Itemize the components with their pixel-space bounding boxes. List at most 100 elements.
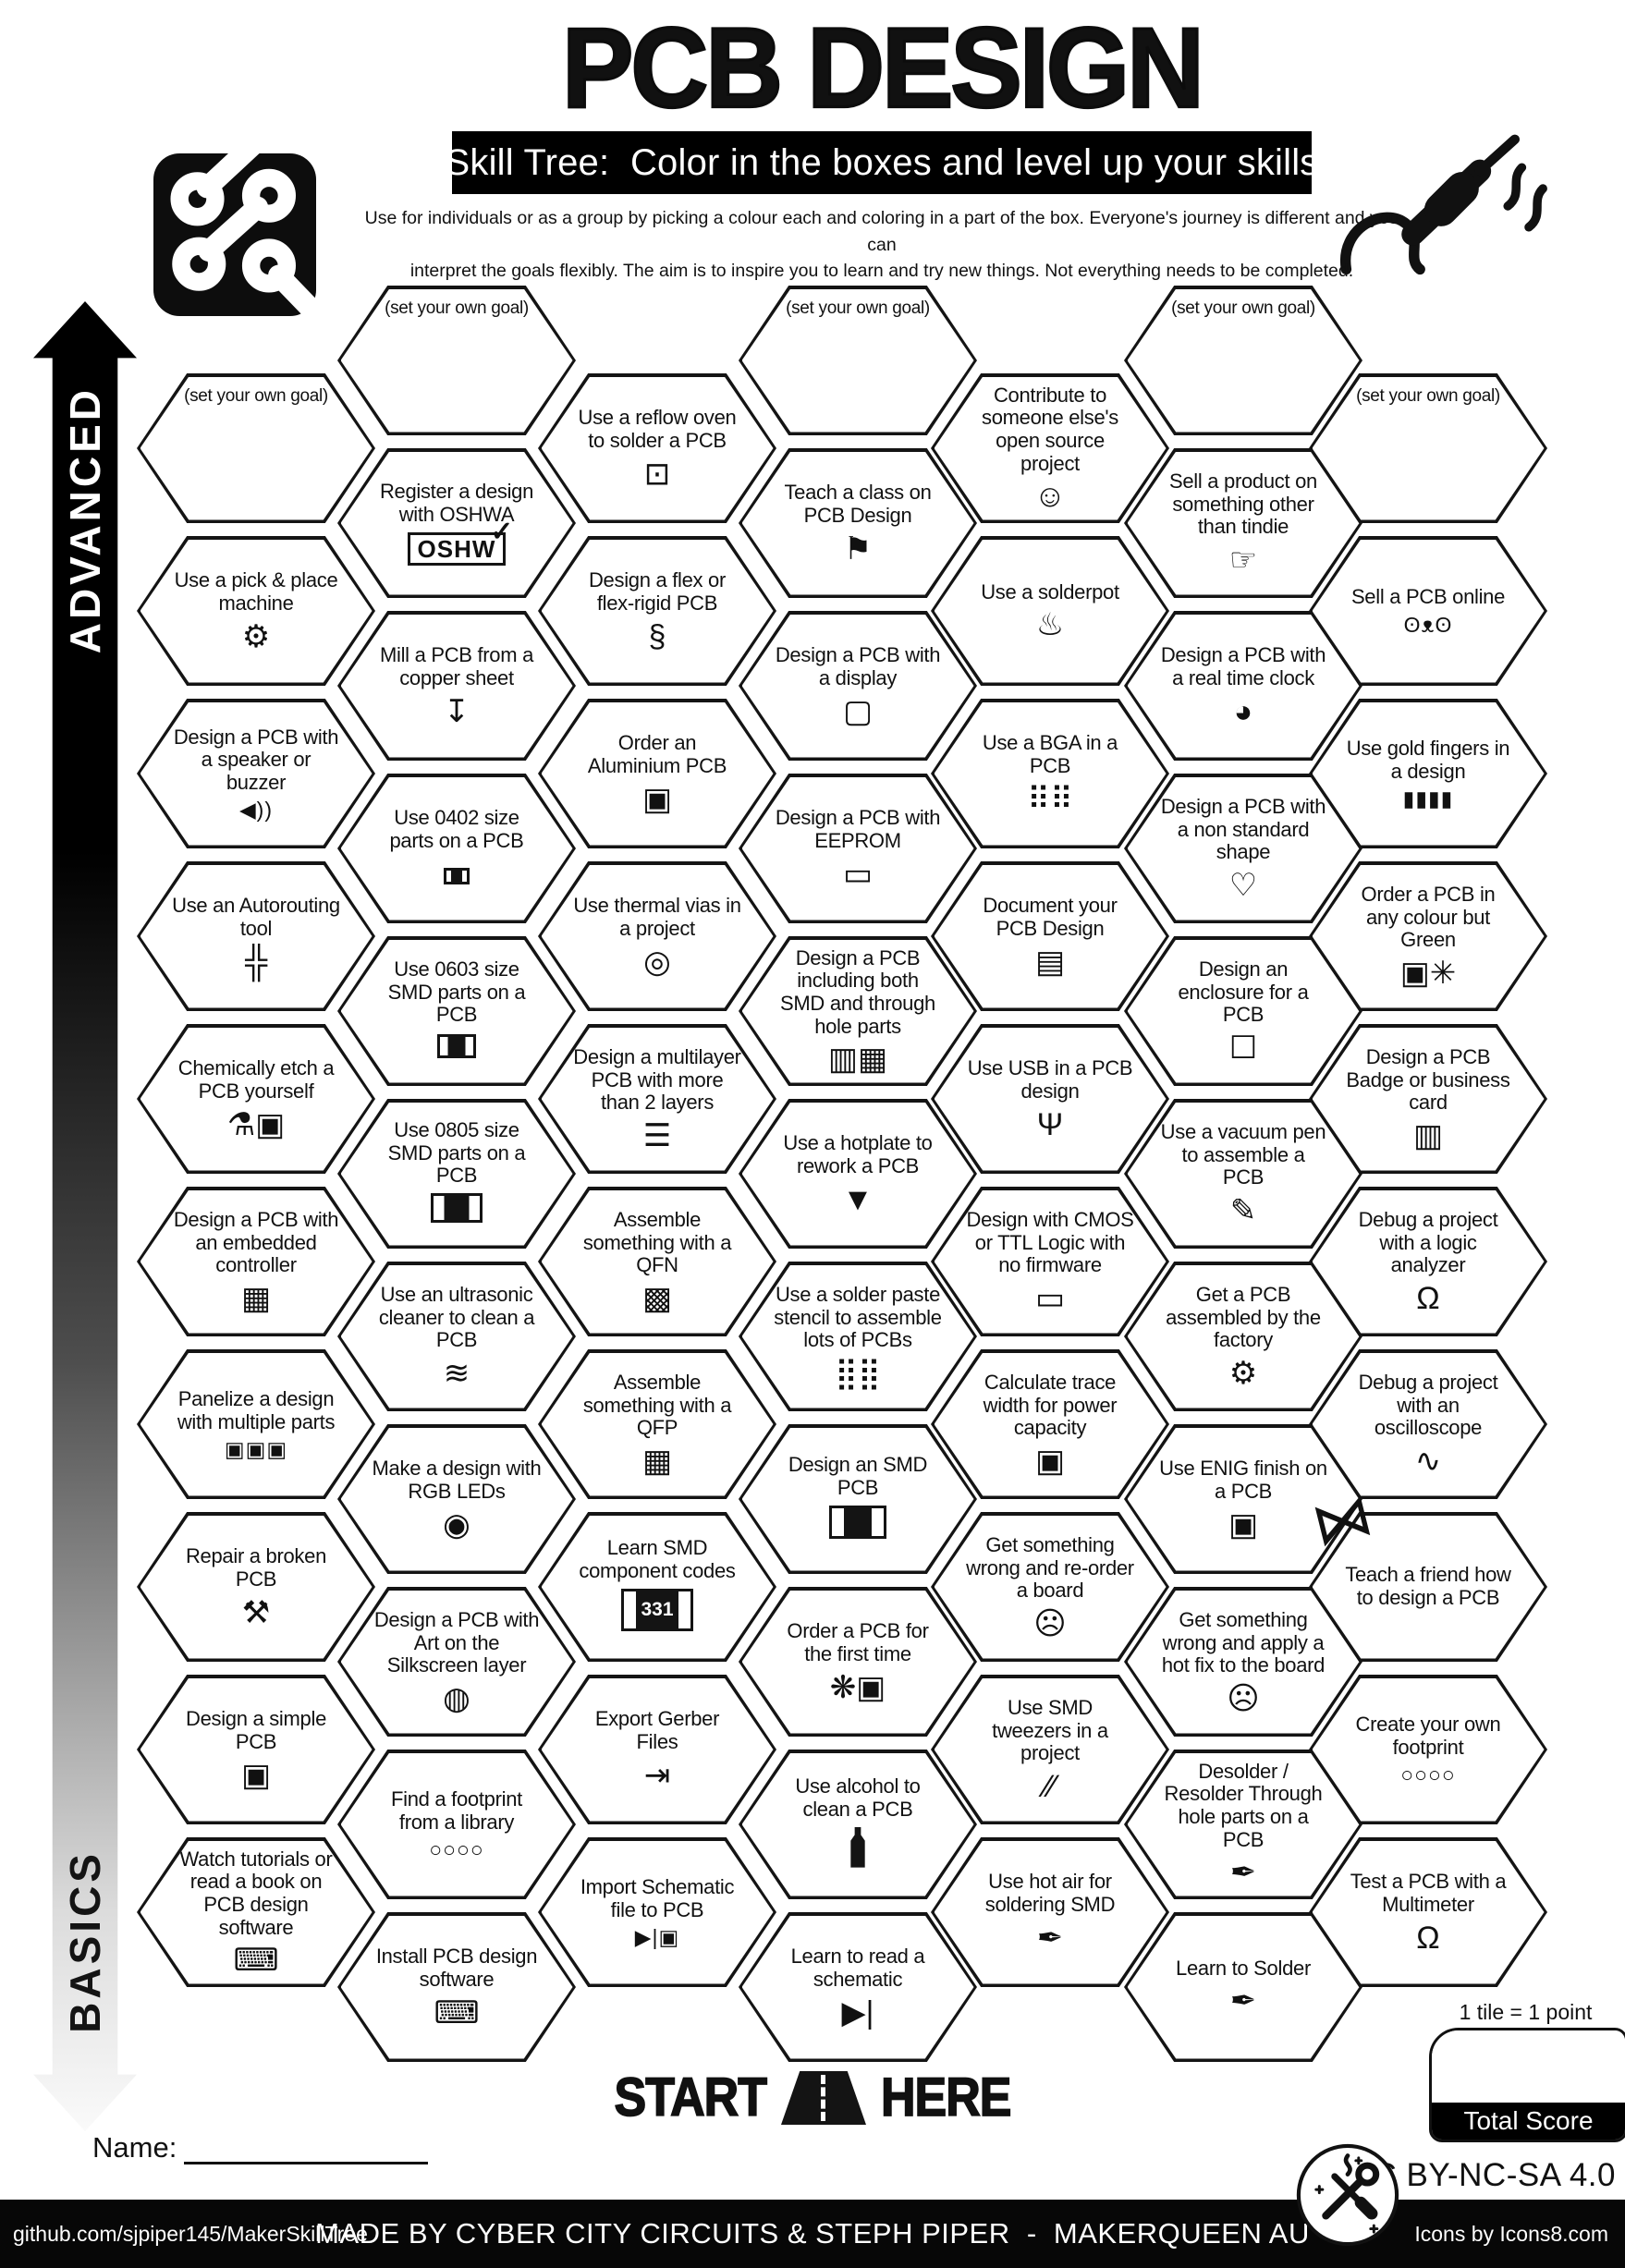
skill-hex-tile[interactable]: Get something wrong and apply a hot fix … [1124, 1587, 1362, 1737]
hex-body: Design an SMD PCB [741, 1427, 974, 1571]
hex-label: Use 0805 size SMD parts on a PCB [387, 1118, 526, 1188]
footer-icons-credit: Icons by Icons8.com [1414, 2221, 1608, 2246]
skill-hex-tile[interactable]: (set your own goal) [1124, 286, 1362, 435]
layers-icon: ☰ [642, 1117, 672, 1153]
soldering-iron-sketch [1339, 134, 1547, 275]
skill-hex-tile[interactable]: Design a PCB including both SMD and thro… [739, 936, 977, 1086]
skill-hex-tile[interactable]: Design a PCB with Art on the Silkscreen … [337, 1587, 576, 1737]
total-score-box[interactable]: Total Score [1429, 2028, 1625, 2142]
skill-hex-tile[interactable]: Use 0402 size parts on a PCB [337, 774, 576, 923]
skill-hex-tile[interactable]: Get a PCB assembled by the factory ⚙ [1124, 1262, 1362, 1411]
flask-pcb-icon: ⚗▣ [226, 1106, 286, 1142]
mixed-parts-icon: ▥▦ [827, 1042, 888, 1078]
skill-hex-tile[interactable]: Use SMD tweezers in a project ∕∕ [931, 1675, 1169, 1824]
skill-hex-tile[interactable]: Use a solder paste stencil to assemble l… [739, 1262, 977, 1411]
skill-hex-tile[interactable]: Use gold fingers in a design ▮▮▮▮ [1309, 699, 1547, 848]
hex-body: Get a PCB assembled by the factory ⚙ [1127, 1264, 1360, 1408]
skill-hex-tile[interactable]: Order an Aluminium PCB ▣ [538, 699, 776, 848]
total-score-label: Total Score [1432, 2103, 1625, 2140]
skill-hex-tile[interactable]: Learn SMD component codes 331 [538, 1512, 776, 1662]
skill-hex-tile[interactable]: Repair a broken PCB ⚒ [137, 1512, 375, 1662]
skill-hex-tile[interactable]: Document your PCB Design ▤ [931, 861, 1169, 1011]
skill-hex-tile[interactable]: Use 0603 size SMD parts on a PCB [337, 936, 576, 1086]
skill-hex-tile[interactable]: Panelize a design with multiple parts ▣▣… [137, 1349, 375, 1499]
skill-hex-tile[interactable]: Sell a PCB online ʘᴥʘ [1309, 536, 1547, 686]
skill-hex-tile[interactable]: Design a PCB with a display ▢ [739, 611, 977, 761]
skill-hex-tile[interactable]: Use an Autorouting tool ╬ [137, 861, 375, 1011]
skill-hex-tile[interactable]: Order a PCB in any colour but Green ▣✳ [1309, 861, 1547, 1011]
skill-hex-tile[interactable]: (set your own goal) [337, 286, 576, 435]
skill-hex-tile[interactable]: Order a PCB for the first time ❋▣ [739, 1587, 977, 1737]
name-label: Name: [92, 2131, 177, 2164]
skill-hex-tile[interactable]: Make a design with RGB LEDs ◉ [337, 1424, 576, 1574]
skill-hex-tile[interactable]: Design a multilayer PCB with more than 2… [538, 1024, 776, 1174]
skill-hex-tile[interactable]: Learn to read a schematic ▶| [739, 1912, 977, 2062]
hex-body: Document your PCB Design ▤ [934, 864, 1167, 1008]
skill-hex-tile[interactable]: Chemically etch a PCB yourself ⚗▣ [137, 1024, 375, 1174]
skill-hex-tile[interactable]: Use an ultrasonic cleaner to clean a PCB… [337, 1262, 576, 1411]
hex-label: (set your own goal) [184, 385, 328, 406]
hex-body: Teach a class on PCB Design ⚑ [741, 451, 974, 595]
skill-hex-tile[interactable]: Design a PCB with EEPROM ▭ [739, 774, 977, 923]
skill-hex-tile[interactable]: Use a BGA in a PCB ⠿⠿ [931, 699, 1169, 848]
skill-hex-tile[interactable]: Design a PCB with an embedded controller… [137, 1187, 375, 1336]
skill-hex-tile[interactable]: Calculate trace width for power capacity… [931, 1349, 1169, 1499]
skill-hex-tile[interactable]: Export Gerber Files ⇥ [538, 1675, 776, 1824]
skill-hex-tile[interactable]: Import Schematic file to PCB ▶|▣ [538, 1837, 776, 1987]
skill-hex-tile[interactable]: Use USB in a PCB design Ψ [931, 1024, 1169, 1174]
here-label: HERE [880, 2067, 1012, 2129]
skill-hex-tile[interactable]: Use 0805 size SMD parts on a PCB [337, 1099, 576, 1249]
skill-hex-tile[interactable]: (set your own goal) [739, 286, 977, 435]
skill-hex-tile[interactable]: Desolder / Resolder Through hole parts o… [1124, 1750, 1362, 1899]
skill-hex-tile[interactable]: Mill a PCB from a copper sheet ↧ [337, 611, 576, 761]
skill-hex-tile[interactable]: Teach a friend how to design a PCB [1309, 1512, 1547, 1662]
skill-hex-tile[interactable]: Assemble something with a QFN ▩ [538, 1187, 776, 1336]
score-write-area[interactable] [1432, 2030, 1625, 2103]
skill-hex-tile[interactable]: Find a footprint from a library ○○○○ [337, 1750, 576, 1899]
doc-icon: ▤ [1034, 944, 1066, 980]
skill-hex-tile[interactable]: Design a flex or flex-rigid PCB § [538, 536, 776, 686]
skill-hex-tile[interactable]: (set your own goal) [137, 373, 375, 523]
skill-hex-tile[interactable]: Use hot air for soldering SMD ✒ [931, 1837, 1169, 1987]
skill-hex-tile[interactable]: Assemble something with a QFP ▦ [538, 1349, 776, 1499]
skill-hex-tile[interactable]: Register a design with OSHWA OSHW ✓ [337, 448, 576, 598]
skill-hex-tile[interactable]: Use a solderpot ♨ [931, 536, 1169, 686]
hex-body: Get something wrong and re-order a board… [934, 1515, 1167, 1659]
skill-hex-tile[interactable]: Design with CMOS or TTL Logic with no fi… [931, 1187, 1169, 1336]
hex-body: (set your own goal) [1127, 288, 1360, 433]
skill-hex-tile[interactable]: Contribute to someone else's open source… [931, 373, 1169, 523]
skill-hex-tile[interactable]: Get something wrong and re-order a board… [931, 1512, 1169, 1662]
hex-label: Get a PCB assembled by the factory [1166, 1283, 1321, 1352]
footer-github-link[interactable]: github.com/sjpiper145/MakerSkillTree [13, 2221, 368, 2246]
skill-hex-tile[interactable]: Design a PCB with a speaker or buzzer ◀)… [137, 699, 375, 848]
skill-hex-tile[interactable]: Design a simple PCB ▣ [137, 1675, 375, 1824]
start-label: START [614, 2067, 768, 2129]
hex-body: Mill a PCB from a copper sheet ↧ [340, 614, 573, 758]
skill-hex-tile[interactable]: Debug a project with a logic analyzer Ω [1309, 1187, 1547, 1336]
skill-hex-tile[interactable]: Use a hotplate to rework a PCB ▼ [739, 1099, 977, 1249]
hex-body: Use a vacuum pen to assemble a PCB ✎ [1127, 1102, 1360, 1246]
skill-hex-tile[interactable]: Use alcohol to clean a PCB [739, 1750, 977, 1899]
soldering-iron-icon: ✒ [1229, 1855, 1257, 1891]
skill-hex-tile[interactable]: Use a reflow oven to solder a PCB ⊡ [538, 373, 776, 523]
skill-hex-tile[interactable]: Design an enclosure for a PCB ☐ [1124, 936, 1362, 1086]
skill-hex-tile[interactable]: Install PCB design software ⌨ [337, 1912, 576, 2062]
skill-hex-tile[interactable]: Use ENIG finish on a PCB ▣ [1124, 1424, 1362, 1574]
skill-hex-tile[interactable]: Design a PCB with a non standard shape ♡ [1124, 774, 1362, 923]
skill-hex-tile[interactable]: Test a PCB with a Multimeter Ω [1309, 1837, 1547, 1987]
skill-hex-tile[interactable]: Debug a project with an oscilloscope ∿ [1309, 1349, 1547, 1499]
hex-body: (set your own goal) [741, 288, 974, 433]
name-input-line[interactable] [184, 2138, 429, 2164]
skill-hex-tile[interactable]: Learn to Solder ✒ [1124, 1912, 1362, 2062]
skill-hex-tile[interactable]: Sell a product on something other than t… [1124, 448, 1362, 598]
skill-hex-tile[interactable]: Teach a class on PCB Design ⚑ [739, 448, 977, 598]
skill-hex-tile[interactable]: Use thermal vias in a project ◎ [538, 861, 776, 1011]
skill-hex-tile[interactable]: (set your own goal) [1309, 373, 1547, 523]
skill-hex-tile[interactable]: Use a pick & place machine ⚙ [137, 536, 375, 686]
skill-hex-tile[interactable]: Create your own footprint ○○○○ [1309, 1675, 1547, 1824]
skill-hex-tile[interactable]: Design a PCB with a real time clock ◕ [1124, 611, 1362, 761]
skill-hex-tile[interactable]: Design an SMD PCB [739, 1424, 977, 1574]
skill-hex-tile[interactable]: Use a vacuum pen to assemble a PCB ✎ [1124, 1099, 1362, 1249]
skill-hex-tile[interactable]: Design a PCB Badge or business card ▥ [1309, 1024, 1547, 1174]
skill-hex-tile[interactable]: Watch tutorials or read a book on PCB de… [137, 1837, 375, 1987]
